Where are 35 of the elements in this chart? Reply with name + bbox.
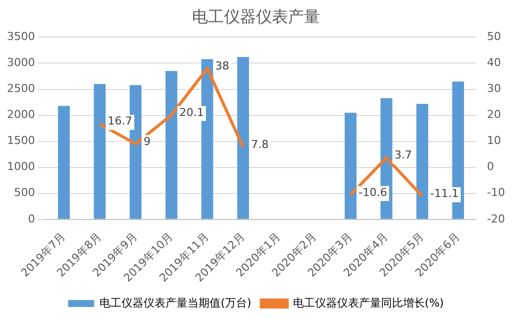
data-label: 3.7 (394, 148, 412, 162)
y2-tick-label: 50 (487, 30, 502, 44)
y2-tick-label: -20 (487, 212, 505, 226)
y-tick-label: 2000 (6, 108, 35, 122)
y2-tick-label: 20 (487, 108, 502, 122)
legend-label: 电工仪器仪表产量同比增长(%) (292, 296, 444, 310)
y2-tick-label: 40 (487, 56, 502, 70)
data-label: -10.6 (358, 186, 388, 199)
y2-tick-label: -10 (487, 186, 505, 200)
data-label: 38 (215, 59, 230, 72)
legend-label: 电工仪器仪表产量当期值(万台) (100, 296, 252, 310)
data-label: 16.7 (108, 114, 132, 128)
bar (130, 85, 142, 219)
data-label: 9 (144, 134, 151, 148)
data-label: 20.1 (179, 106, 204, 119)
bar (58, 106, 70, 219)
y-tick-label: 2500 (6, 82, 35, 96)
chart-title: 电工仪器仪表产量 (192, 6, 320, 26)
y2-tick-label: 30 (487, 82, 502, 96)
bar (237, 56, 250, 219)
bar (344, 112, 357, 219)
bar (94, 84, 106, 219)
bar (416, 104, 428, 219)
y-tick-label: 1500 (6, 134, 35, 148)
y-tick-label: 3000 (6, 56, 35, 70)
y2-tick-label: 0 (487, 160, 494, 174)
y-tick-label: 3500 (6, 30, 35, 44)
data-label: 7.8 (251, 138, 269, 151)
y-tick-label: 1000 (6, 160, 35, 174)
bar (166, 71, 178, 219)
bar (201, 59, 214, 219)
y-tick-label: 0 (28, 212, 35, 226)
y2-tick-label: 10 (487, 134, 502, 148)
data-label: -11.1 (430, 187, 459, 200)
y-tick-label: 500 (14, 186, 35, 200)
